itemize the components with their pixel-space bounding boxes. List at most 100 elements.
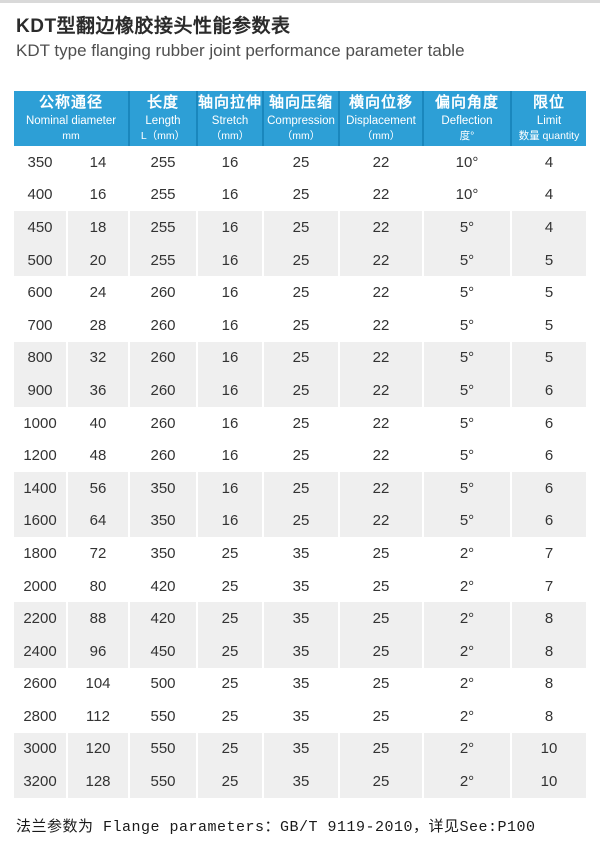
- table-cell: 800: [14, 341, 66, 375]
- table-cell: 25: [292, 447, 310, 465]
- header-cell-length: 长度 Length L（mm）: [128, 91, 196, 146]
- table-cell: 5: [544, 284, 554, 302]
- table-cell: 104: [85, 675, 111, 693]
- footer-note: 法兰参数为 Flange parameters：GB/T 9119-2010，详…: [16, 818, 536, 836]
- table-cell: 22: [372, 186, 390, 204]
- table-cell: 18: [66, 211, 128, 244]
- header-label-unit: （mm）: [281, 129, 321, 142]
- table-cell: 260: [150, 414, 176, 432]
- table-cell: 260: [128, 374, 196, 407]
- table-cell: 25: [372, 675, 390, 693]
- table-cell: 6: [510, 374, 586, 407]
- table-body: 350 14 255 16 25 22 10° 4 400 16 255 16 25 22 10° 4 450 1…: [14, 146, 586, 798]
- table-row: 1600 64 350 16 25 22 5° 6: [14, 504, 586, 538]
- table-cell: 16: [196, 374, 262, 407]
- table-cell: 10: [510, 765, 586, 798]
- table-cell: 255: [128, 211, 196, 244]
- table-cell: 36: [66, 374, 128, 407]
- table-cell: 1000: [23, 414, 57, 432]
- header-label-en: Length: [145, 115, 181, 128]
- table-cell: 2600: [23, 675, 57, 693]
- table-cell: 5°: [422, 471, 510, 505]
- table-cell: 8: [510, 634, 586, 668]
- table-cell: 22: [372, 153, 390, 171]
- table-cell: 25: [372, 577, 390, 595]
- table-cell: 2°: [422, 602, 510, 635]
- table-cell: 420: [150, 577, 176, 595]
- table-cell: 2°: [459, 675, 475, 693]
- table-cell: 6: [544, 414, 554, 432]
- table-cell: 900: [14, 374, 66, 407]
- table-cell: 128: [66, 765, 128, 798]
- table-row: 400 16 255 16 25 22 10° 4: [14, 179, 586, 212]
- table-row: 2600 104 500 25 35 25 2° 8: [14, 668, 586, 701]
- header-label-en: Compression: [267, 115, 335, 128]
- table-cell: 5°: [422, 211, 510, 244]
- table-cell: 550: [128, 765, 196, 798]
- table-cell: 255: [128, 243, 196, 277]
- table-cell: 25: [262, 243, 338, 277]
- table-cell: 25: [292, 316, 310, 334]
- table-cell: 1600: [14, 504, 66, 538]
- table-cell: 22: [338, 374, 422, 407]
- page-top-edge: [0, 0, 600, 3]
- table-cell: 14: [89, 153, 107, 171]
- table-cell: 600: [27, 284, 53, 302]
- table-cell: 4: [510, 211, 586, 244]
- table-cell: 96: [66, 634, 128, 668]
- table-cell: 64: [66, 504, 128, 538]
- table-cell: 25: [196, 732, 262, 766]
- header-label-unit: （mm）: [210, 129, 250, 142]
- table-cell: 10°: [455, 186, 479, 204]
- header-label-unit: 度°: [459, 129, 475, 142]
- table-cell: 35: [292, 544, 310, 562]
- table-cell: 22: [338, 243, 422, 277]
- table-cell: 8: [510, 602, 586, 635]
- table-cell: 2200: [14, 602, 66, 635]
- table-cell: 40: [89, 414, 107, 432]
- table-cell: 1400: [14, 471, 66, 505]
- table-cell: 5°: [459, 447, 475, 465]
- table-cell: 35: [262, 765, 338, 798]
- table-cell: 450: [128, 634, 196, 668]
- header-label-en: Stretch: [211, 115, 249, 128]
- table-cell: 1800: [23, 544, 57, 562]
- table-row: 2800 112 550 25 35 25 2° 8: [14, 700, 586, 733]
- table-cell: 80: [89, 577, 107, 595]
- header-label-zh: 公称通径: [38, 94, 103, 112]
- table-header: 公称通径 Nominal diameter mm 长度 Length L（mm）…: [14, 91, 586, 146]
- table-cell: 5: [510, 243, 586, 277]
- header-cell-stretch: 轴向拉伸 Stretch （mm）: [196, 91, 262, 146]
- table-row: 3000 120 550 25 35 25 2° 10: [14, 732, 586, 766]
- table-cell: 25: [221, 544, 239, 562]
- table-cell: 2°: [422, 732, 510, 766]
- header-label-unit: mm: [62, 129, 80, 142]
- table-cell: 3000: [14, 732, 66, 766]
- table-cell: 25: [262, 341, 338, 375]
- table-cell: 8: [544, 675, 554, 693]
- table-row: 1200 48 260 16 25 22 5° 6: [14, 439, 586, 472]
- table-cell: 56: [66, 471, 128, 505]
- title-block: KDT型翻边橡胶接头性能参数表 KDT type flanging rubber…: [16, 14, 586, 63]
- table-cell: 35: [262, 634, 338, 668]
- table-cell: 5°: [459, 414, 475, 432]
- table-cell: 500: [14, 243, 66, 277]
- table-cell: 35: [292, 577, 310, 595]
- table-cell: 7: [544, 544, 554, 562]
- table-cell: 5°: [422, 341, 510, 375]
- table-cell: 22: [372, 414, 390, 432]
- header-label-unit: L（mm）: [140, 129, 186, 142]
- header-label-en: Deflection: [441, 115, 493, 128]
- header-label-unit: 数量 quantity: [518, 129, 580, 142]
- table-row: 600 24 260 16 25 22 5° 5: [14, 276, 586, 309]
- table-cell: 25: [262, 374, 338, 407]
- table-cell: 5°: [459, 284, 475, 302]
- table-cell: 16: [221, 316, 239, 334]
- table-row: 1000 40 260 16 25 22 5° 6: [14, 407, 586, 440]
- header-label-en: Limit: [536, 115, 562, 128]
- header-label-unit: （mm）: [361, 129, 401, 142]
- table-cell: 2°: [422, 634, 510, 668]
- table-cell: 25: [221, 675, 239, 693]
- table-cell: 25: [221, 577, 239, 595]
- table-cell: 6: [544, 447, 554, 465]
